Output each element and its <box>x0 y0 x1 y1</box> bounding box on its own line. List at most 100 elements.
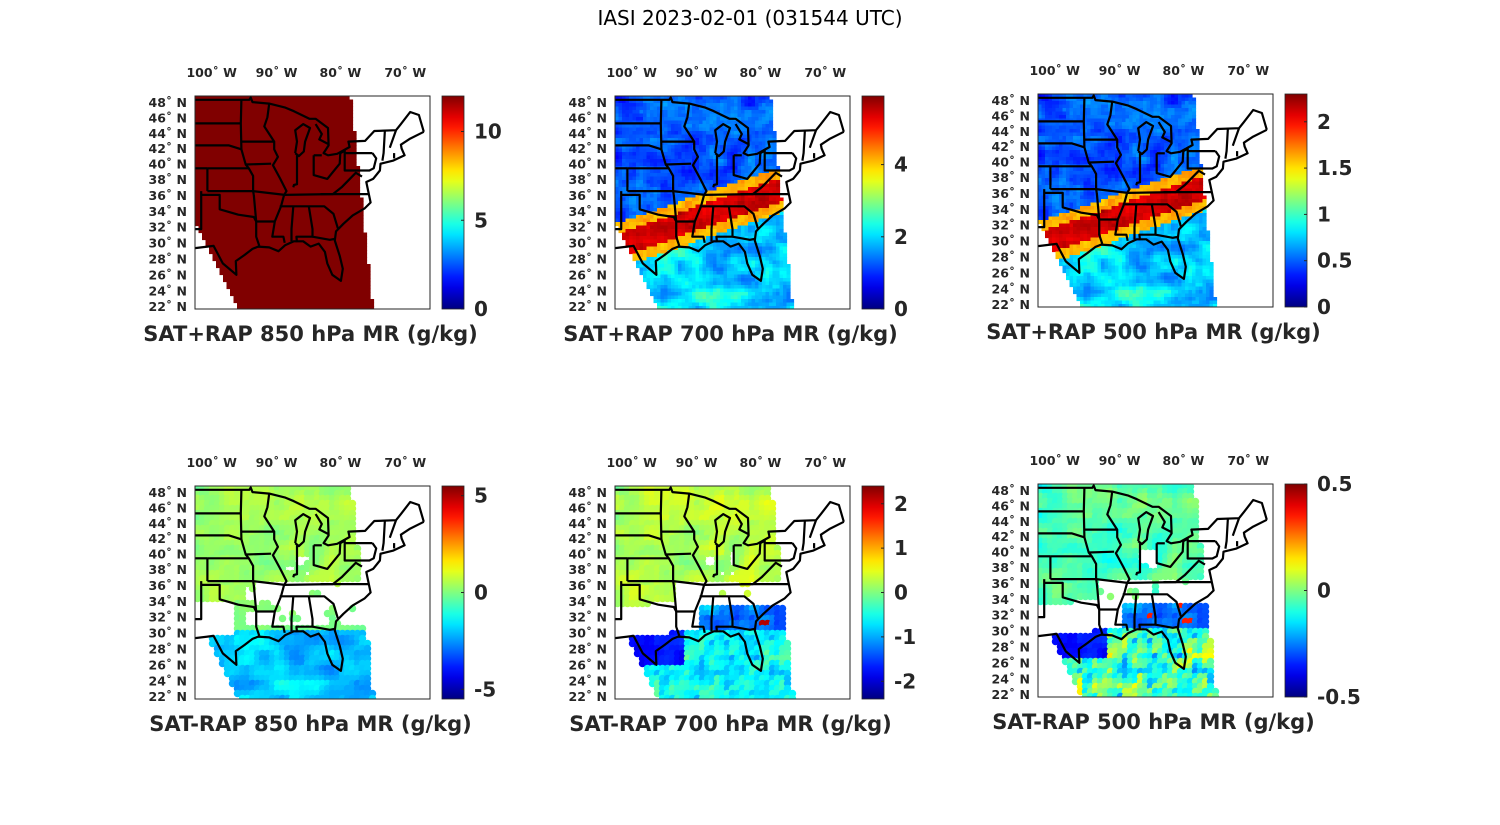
border-line <box>195 520 425 672</box>
border-line <box>339 539 378 562</box>
lat-tick-label: 46˚ N <box>569 110 607 125</box>
lat-tick-label: 34˚ N <box>992 202 1030 217</box>
colorbar-tick-label: 1 <box>1317 202 1331 226</box>
border-line <box>615 144 662 151</box>
state-borders <box>615 96 845 282</box>
map-plot: 100˚ W 90˚ W 80˚ W 70˚ W 48˚ N46˚ N44˚ N42˚ … <box>986 63 1352 344</box>
lon-tick-label: 90˚ W <box>676 455 718 470</box>
lon-tick-label: 70˚ W <box>804 455 846 470</box>
lat-tick-label: 48˚ N <box>569 95 607 110</box>
colorbar-tick-label: 1.5 <box>1317 156 1352 180</box>
colorbar-tick-label: -0.5 <box>1317 685 1361 709</box>
colorbar-tick-label: 5 <box>474 208 488 232</box>
lon-tick-label: 80˚ W <box>740 65 782 80</box>
border-line <box>245 552 272 556</box>
lat-tick-label: 32˚ N <box>569 220 607 235</box>
border-line <box>195 486 425 547</box>
lon-tick-label: 80˚ W <box>320 65 362 80</box>
lat-tick-label: 30˚ N <box>149 626 187 641</box>
lat-tick-label: 30˚ N <box>569 236 607 251</box>
lon-tick-label: 70˚ W <box>1227 63 1269 78</box>
border-line <box>339 149 378 172</box>
colorbar-tick-label: 0 <box>894 297 908 321</box>
border-line <box>1231 127 1241 147</box>
lat-tick-label: 42˚ N <box>569 531 607 546</box>
border-line <box>381 520 386 551</box>
border-line <box>615 191 623 231</box>
border-line <box>665 162 692 166</box>
border-line <box>320 561 363 586</box>
lat-tick-label: 26˚ N <box>149 267 187 282</box>
border-line <box>710 206 715 242</box>
border-line <box>615 96 845 157</box>
colorbar-tick-label: 2 <box>894 492 908 516</box>
lon-tick-label: 90˚ W <box>676 65 718 80</box>
border-line <box>1155 623 1178 629</box>
border-line <box>1133 204 1138 240</box>
border-line <box>808 129 818 149</box>
border-line <box>1038 189 1046 229</box>
colorbar-tick-label: 10 <box>474 120 502 144</box>
lat-tick-label: 46˚ N <box>149 110 187 125</box>
border-line <box>1095 192 1104 245</box>
border-line <box>201 583 258 613</box>
border-line <box>195 96 425 157</box>
lat-tick-label: 42˚ N <box>149 531 187 546</box>
lat-tick-label: 40˚ N <box>992 545 1030 560</box>
border-line <box>314 513 329 535</box>
lat-tick-label: 28˚ N <box>569 642 607 657</box>
lat-tick-label: 24˚ N <box>149 283 187 298</box>
border-line <box>1038 579 1046 619</box>
map-area <box>614 95 851 310</box>
lat-tick-label: 30˚ N <box>149 236 187 251</box>
map-frame <box>194 485 431 700</box>
border-line <box>759 539 798 562</box>
border-line <box>1082 487 1098 584</box>
border-line <box>1088 160 1115 164</box>
lon-tick-label: 70˚ W <box>1227 453 1269 468</box>
lat-tick-label: 46˚ N <box>992 498 1030 513</box>
border-line <box>1135 153 1142 186</box>
map-plot: 100˚ W 90˚ W 80˚ W 70˚ W 48˚ N46˚ N44˚ N42˚ … <box>569 455 917 736</box>
border-line <box>312 235 335 241</box>
lat-tick-label: 38˚ N <box>569 172 607 187</box>
lat-tick-label: 32˚ N <box>992 218 1030 233</box>
border-line <box>388 519 398 539</box>
colorbar <box>441 485 465 700</box>
border-line <box>312 543 342 570</box>
border-line <box>381 130 386 161</box>
lat-tick-label: 36˚ N <box>569 188 607 203</box>
lat-tick-label: 42˚ N <box>149 141 187 156</box>
lon-tick-label: 90˚ W <box>256 65 298 80</box>
lon-tick-label: 100˚ W <box>1029 453 1080 468</box>
colorbar <box>861 95 885 310</box>
lat-tick-label: 26˚ N <box>569 657 607 672</box>
lat-tick-label: 48˚ N <box>992 93 1030 108</box>
lat-tick-label: 48˚ N <box>149 95 187 110</box>
lat-tick-label: 42˚ N <box>992 139 1030 154</box>
border-line <box>295 596 314 633</box>
panel-title: SAT-RAP 500 hPa MR (g/kg) <box>992 710 1315 734</box>
border-line <box>252 584 261 637</box>
border-line <box>801 520 806 551</box>
colorbar-tick-label: -1 <box>894 625 916 649</box>
lat-tick-label: 48˚ N <box>149 485 187 500</box>
lat-tick-label: 40˚ N <box>569 547 607 562</box>
border-line <box>1044 191 1101 221</box>
lat-tick-label: 42˚ N <box>992 529 1030 544</box>
map-frame <box>614 95 851 310</box>
border-line <box>312 625 335 631</box>
lat-tick-label: 32˚ N <box>149 610 187 625</box>
colorbar-tick-label: 0 <box>894 581 908 605</box>
colorbar-tick-label: -5 <box>474 677 496 701</box>
map-frame <box>1037 93 1274 308</box>
map-area <box>194 95 431 310</box>
map-frame <box>1037 483 1274 698</box>
colorbar <box>441 95 465 310</box>
lat-tick-label: 24˚ N <box>569 673 607 688</box>
border-line <box>1106 491 1131 632</box>
map-frame <box>194 95 431 310</box>
border-line <box>699 205 759 229</box>
border-line <box>1082 97 1098 194</box>
lat-tick-label: 24˚ N <box>992 671 1030 686</box>
